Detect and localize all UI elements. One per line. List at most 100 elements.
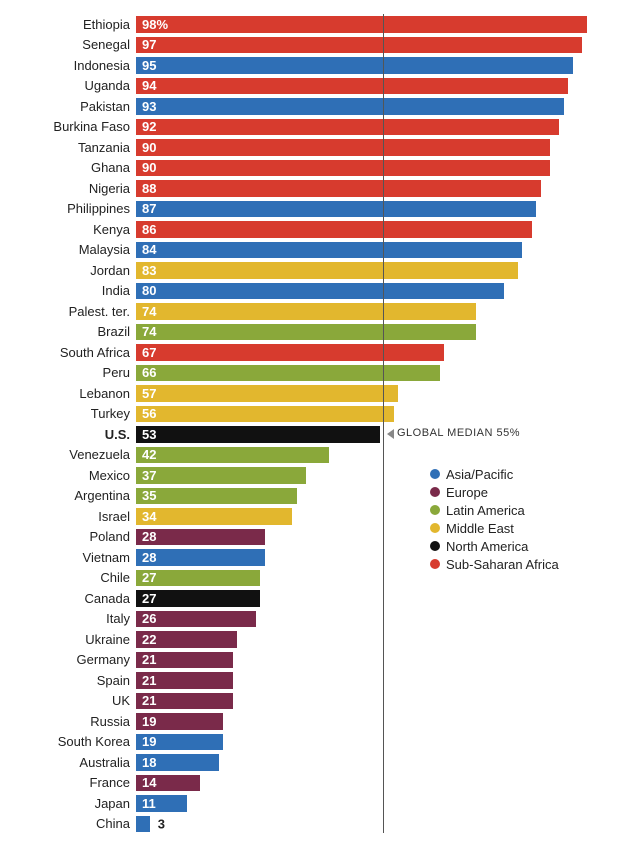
bar-area: 57	[136, 383, 599, 404]
bar-area: 3	[136, 814, 599, 835]
bar: 19	[136, 713, 223, 730]
country-label: South Korea	[0, 734, 136, 749]
bar: 90	[136, 160, 550, 177]
bar: 28	[136, 549, 265, 566]
bar-value: 21	[136, 652, 156, 667]
bar-area: 84	[136, 240, 599, 261]
country-label: Senegal	[0, 37, 136, 52]
bar-area: 80	[136, 281, 599, 302]
bar-area: 19	[136, 711, 599, 732]
bar-area: 92	[136, 117, 599, 138]
table-row: Russia19	[0, 711, 599, 732]
bar-value: 90	[136, 140, 156, 155]
legend-label: Sub-Saharan Africa	[446, 557, 559, 572]
bar-value: 87	[136, 201, 156, 216]
bar: 26	[136, 611, 256, 628]
bar: 53	[136, 426, 380, 443]
legend-item: Sub-Saharan Africa	[430, 555, 559, 573]
bar-area: 74	[136, 301, 599, 322]
bar-value: 97	[136, 37, 156, 52]
bar-area: 21	[136, 650, 599, 671]
table-row: Philippines87	[0, 199, 599, 220]
bar-area: 95	[136, 55, 599, 76]
table-row: South Africa67	[0, 342, 599, 363]
legend-label: Latin America	[446, 503, 525, 518]
country-label: Vietnam	[0, 550, 136, 565]
bar: 27	[136, 590, 260, 607]
country-label: Chile	[0, 570, 136, 585]
table-row: India80	[0, 281, 599, 302]
table-row: Turkey56	[0, 404, 599, 425]
bar-value: 92	[136, 119, 156, 134]
bar-value: 94	[136, 78, 156, 93]
bar-area: 21	[136, 670, 599, 691]
legend-item: Latin America	[430, 501, 559, 519]
chart-rows: Ethiopia98%Senegal97Indonesia95Uganda94P…	[0, 14, 599, 834]
country-label: Argentina	[0, 488, 136, 503]
table-row: Ethiopia98%	[0, 14, 599, 35]
bar-area: 19	[136, 732, 599, 753]
bar-area: 90	[136, 158, 599, 179]
country-label: Poland	[0, 529, 136, 544]
bar-value: 14	[136, 775, 156, 790]
table-row: Lebanon57	[0, 383, 599, 404]
legend-label: Europe	[446, 485, 488, 500]
legend-item: Middle East	[430, 519, 559, 537]
country-label: UK	[0, 693, 136, 708]
bar-area: 66	[136, 363, 599, 384]
country-label: Venezuela	[0, 447, 136, 462]
legend-item: Europe	[430, 483, 559, 501]
bar: 37	[136, 467, 306, 484]
bar-value: 26	[136, 611, 156, 626]
legend-label: Asia/Pacific	[446, 467, 513, 482]
table-row: Venezuela42	[0, 445, 599, 466]
legend-swatch-icon	[430, 523, 440, 533]
country-label: Burkina Faso	[0, 119, 136, 134]
country-label: Spain	[0, 673, 136, 688]
bar-value: 95	[136, 58, 156, 73]
table-row: Tanzania90	[0, 137, 599, 158]
table-row: Brazil74	[0, 322, 599, 343]
bar-value: 57	[136, 386, 156, 401]
legend: Asia/Pacific Europe Latin AmericaMiddle Ea…	[430, 465, 559, 573]
country-label: Palest. ter.	[0, 304, 136, 319]
table-row: Spain21	[0, 670, 599, 691]
bar: 21	[136, 693, 233, 710]
country-label: Philippines	[0, 201, 136, 216]
bar-area: 86	[136, 219, 599, 240]
bar-area: 56	[136, 404, 599, 425]
bar: 95	[136, 57, 573, 74]
country-label: Ukraine	[0, 632, 136, 647]
bar: 87	[136, 201, 536, 218]
bar-area: 98%	[136, 14, 599, 35]
bar: 28	[136, 529, 265, 546]
bar: 35	[136, 488, 297, 505]
bar-area: 26	[136, 609, 599, 630]
country-label: Brazil	[0, 324, 136, 339]
bar-value: 53	[136, 427, 156, 442]
country-label: Italy	[0, 611, 136, 626]
bar-value: 27	[136, 570, 156, 585]
bar-area: 87	[136, 199, 599, 220]
table-row: Italy26	[0, 609, 599, 630]
bar-value: 11	[136, 796, 156, 811]
country-label: India	[0, 283, 136, 298]
bar-value: 83	[136, 263, 156, 278]
bar-area: 74	[136, 322, 599, 343]
bar-value: 74	[136, 324, 156, 339]
bar-value: 22	[136, 632, 156, 647]
bar-value: 67	[136, 345, 156, 360]
bar: 14	[136, 775, 200, 792]
bar-value: 42	[136, 447, 156, 462]
country-label: Tanzania	[0, 140, 136, 155]
country-label: Turkey	[0, 406, 136, 421]
bar: 90	[136, 139, 550, 156]
bar: 94	[136, 78, 568, 95]
table-row: Japan11	[0, 793, 599, 814]
country-label: Pakistan	[0, 99, 136, 114]
bar-area: 88	[136, 178, 599, 199]
country-label: Ethiopia	[0, 17, 136, 32]
bar: 74	[136, 303, 476, 320]
bar: 22	[136, 631, 237, 648]
bar: 88	[136, 180, 541, 197]
